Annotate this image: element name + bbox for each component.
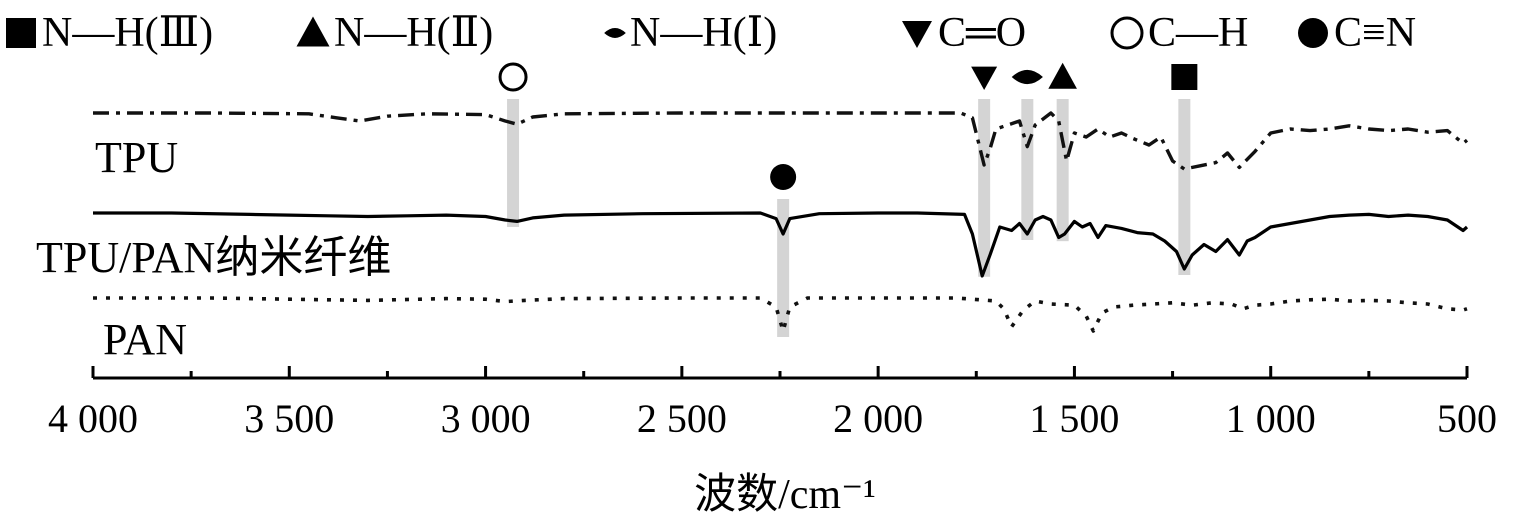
x-tick-label: 2 000 xyxy=(833,396,923,441)
series-line-0 xyxy=(93,111,1469,171)
x-tick-label: 500 xyxy=(1437,396,1497,441)
legend-label-0: N—H(Ⅲ) xyxy=(42,10,213,56)
peak-band-1 xyxy=(777,199,790,337)
legend-label-5: C≡N xyxy=(1334,10,1416,56)
x-tick-label: 2 500 xyxy=(637,396,727,441)
chart-legend: N—H(Ⅲ) N—H(Ⅱ) N—H(Ⅰ) C═O C—H C≡N xyxy=(6,10,1416,56)
legend-label-4: C—H xyxy=(1148,10,1248,56)
x-tick-label: 4 000 xyxy=(48,396,138,441)
peak-marker-triangle-down xyxy=(971,66,998,90)
legend-marker-circle-open xyxy=(1110,16,1144,50)
peak-marker-circle-open xyxy=(498,62,528,92)
legend-label-3: C═O xyxy=(938,10,1026,56)
spectra xyxy=(93,111,1469,333)
peak-band-5 xyxy=(1178,99,1191,275)
x-tick-label: 3 500 xyxy=(244,396,334,441)
peak-band-3 xyxy=(1021,99,1034,240)
legend-marker-circle-filled xyxy=(1298,18,1328,48)
legend-marker-square xyxy=(6,18,36,48)
x-axis-title: 波数/cm⁻¹ xyxy=(694,472,876,518)
series-line-1 xyxy=(93,211,1469,278)
x-axis-ticks xyxy=(91,366,1469,378)
x-tick-label: 1 000 xyxy=(1226,396,1316,441)
peak-marker-square xyxy=(1171,64,1198,90)
x-axis: 4 000 3 500 3 000 2 500 2 000 1 500 1 000 500 xyxy=(48,366,1497,441)
peak-band-0 xyxy=(507,99,520,227)
peak-band-2 xyxy=(978,99,991,277)
x-tick-label: 3 000 xyxy=(441,396,531,441)
x-tick-label: 1 500 xyxy=(1029,396,1119,441)
x-axis-tick-labels: 4 000 3 500 3 000 2 500 2 000 1 500 1 000 500 xyxy=(48,396,1497,441)
peak-band-4 xyxy=(1056,99,1069,242)
legend-label-2: N—H(Ⅰ) xyxy=(630,10,777,56)
series-label-tpu: TPU xyxy=(95,133,178,182)
series-label-pan: PAN xyxy=(103,315,187,364)
series-labels: TPU TPU/PAN纳米纤维 PAN xyxy=(36,133,391,364)
legend-label-1: N—H(Ⅱ) xyxy=(334,10,493,56)
peak-marker-triangle-up xyxy=(1048,62,1077,89)
peak-markers xyxy=(498,62,1198,190)
legend-marker-lens xyxy=(604,28,626,38)
legend-marker-triangle-up xyxy=(296,16,330,47)
peak-marker-lens xyxy=(1011,69,1043,85)
peak-marker-circle-filled xyxy=(770,164,797,190)
series-line-2 xyxy=(93,296,1468,333)
legend-marker-triangle-down xyxy=(902,21,932,48)
series-label-tpu-pan: TPU/PAN纳米纤维 xyxy=(36,233,391,282)
